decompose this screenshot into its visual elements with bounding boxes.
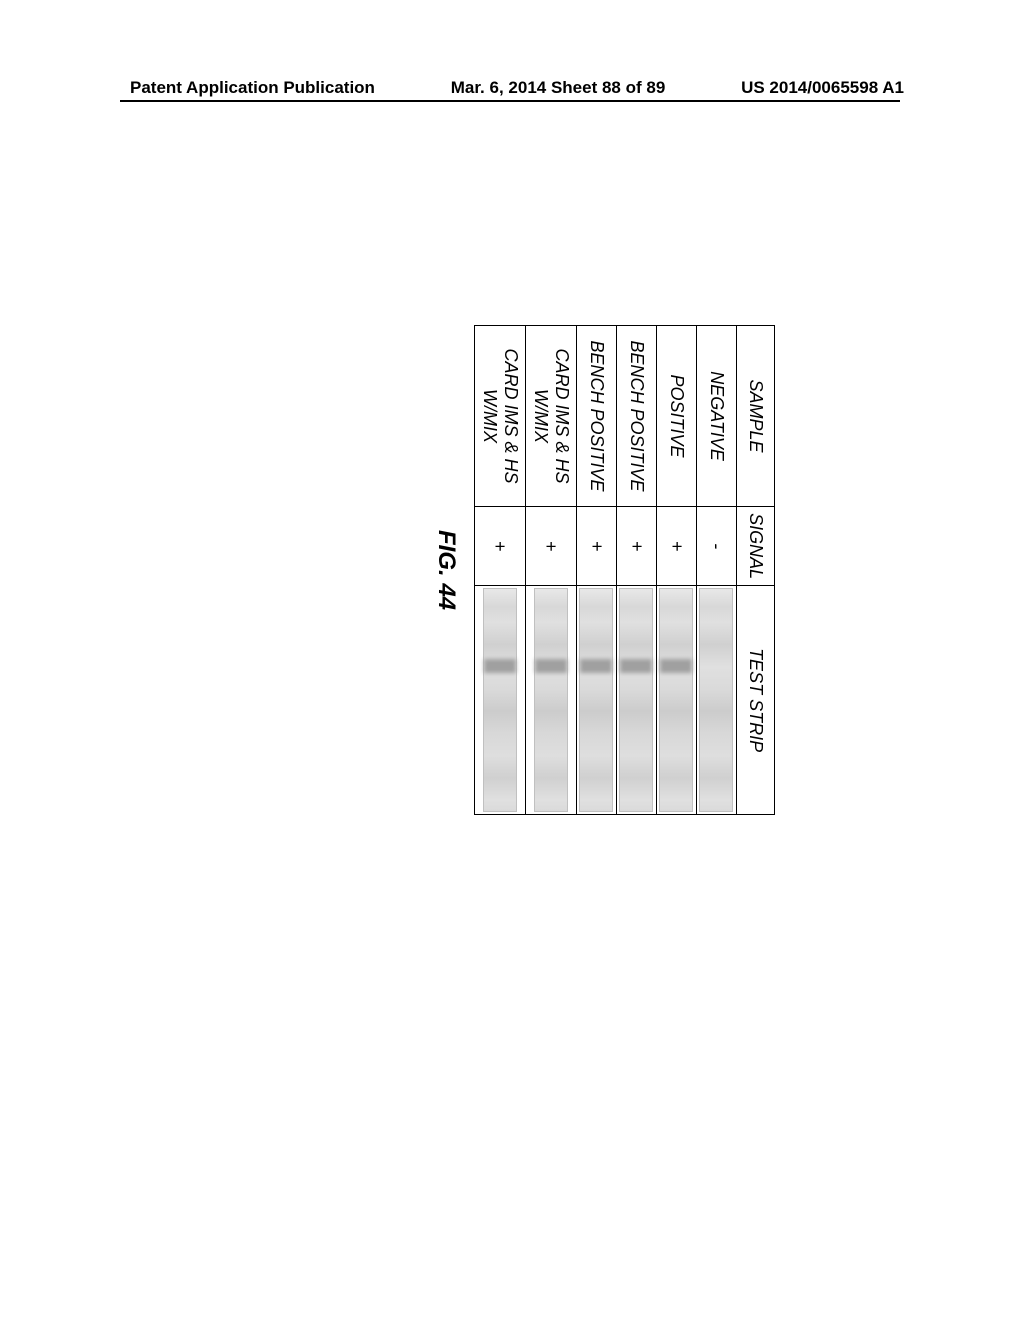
table-row: POSITIVE + [657, 326, 697, 815]
test-strip-image [483, 588, 517, 812]
cell-sample: BENCH POSITIVE [617, 326, 657, 507]
cell-strip [475, 586, 526, 815]
cell-signal: + [577, 507, 617, 586]
test-strip-image [660, 588, 694, 812]
figure-table: SAMPLE SIGNAL TEST STRIP NEGATIVE - POSI… [474, 325, 775, 815]
cell-strip [617, 586, 657, 815]
header-left: Patent Application Publication [130, 78, 375, 98]
cell-sample: CARD IMS & HS W/MIX [475, 326, 526, 507]
cell-signal: + [657, 507, 697, 586]
cell-signal: + [617, 507, 657, 586]
col-header-sample: SAMPLE [737, 326, 775, 507]
header-right: US 2014/0065598 A1 [741, 78, 904, 98]
table-row: CARD IMS & HS W/MIX + [475, 326, 526, 815]
col-header-signal: SIGNAL [737, 507, 775, 586]
test-strip-image [534, 588, 568, 812]
table-row: CARD IMS & HS W/MIX + [526, 326, 577, 815]
header-center: Mar. 6, 2014 Sheet 88 of 89 [451, 78, 666, 98]
header-rule [120, 100, 900, 102]
table-row: BENCH POSITIVE + [577, 326, 617, 815]
table-row: NEGATIVE - [697, 326, 737, 815]
test-strip-image [580, 588, 614, 812]
cell-sample: POSITIVE [657, 326, 697, 507]
cell-signal: + [475, 507, 526, 586]
figure-caption: FIG. 44 [432, 325, 460, 815]
cell-signal: + [526, 507, 577, 586]
test-strip-image [700, 588, 734, 812]
page-header: Patent Application Publication Mar. 6, 2… [0, 78, 1024, 98]
cell-sample: BENCH POSITIVE [577, 326, 617, 507]
cell-strip [526, 586, 577, 815]
table-row: BENCH POSITIVE + [617, 326, 657, 815]
cell-sample: CARD IMS & HS W/MIX [526, 326, 577, 507]
cell-strip [697, 586, 737, 815]
cell-strip [577, 586, 617, 815]
cell-sample: NEGATIVE [697, 326, 737, 507]
cell-signal: - [697, 507, 737, 586]
col-header-strip: TEST STRIP [737, 586, 775, 815]
cell-strip [657, 586, 697, 815]
table-header-row: SAMPLE SIGNAL TEST STRIP [737, 326, 775, 815]
test-strip-image [620, 588, 654, 812]
figure-container: SAMPLE SIGNAL TEST STRIP NEGATIVE - POSI… [235, 325, 775, 815]
